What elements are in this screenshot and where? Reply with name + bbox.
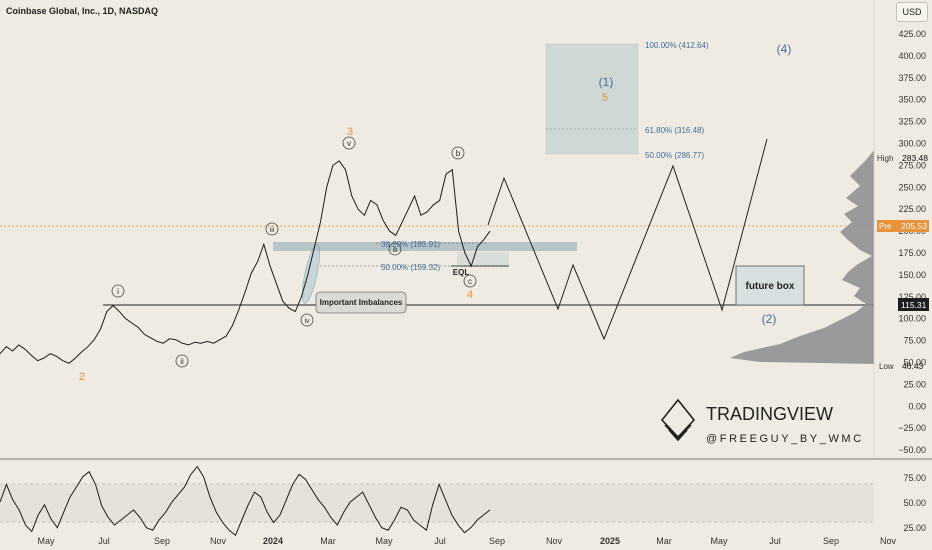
rsi-series-line [0,465,491,537]
wave-4-paren-label: (4) [777,42,792,56]
rsi-tick-label: 75.00 [903,473,926,483]
wave-c-circle [463,274,477,288]
x-tick-label: Mar [320,536,336,546]
low-marker-label: Low [879,362,894,371]
low-marker-value: 46.43 [902,361,924,371]
wave-ii-label: ii [180,357,184,366]
watermark-brand: TRADINGVIEW [706,404,833,424]
wave-a-label: a [393,245,398,254]
fib-target-zone [545,43,639,155]
eql-label: EQL [453,268,470,277]
eql-zone [457,252,509,267]
wave-2-label: 2 [79,371,85,383]
x-tick-label: May [710,536,728,546]
x-tick-label: Nov [546,536,563,546]
y-tick-label: 100.00 [898,314,926,324]
watermark-handle: @FREEGUY_BY_WMC [706,433,864,445]
y-tick-label: 400.00 [898,51,926,61]
high-marker-label: High [877,154,893,163]
y-tick-label: 375.00 [898,73,926,83]
fib-382-label: 38.20% (185.91) [381,240,440,249]
y-tick-label: 275.00 [898,160,926,170]
x-tick-label: Jul [434,536,446,546]
x-tick-label: 2024 [263,536,283,546]
wave-b-circle [451,146,465,160]
rsi-tick-label: 50.00 [903,498,926,508]
chart-title: Coinbase Global, Inc., 1D, NASDAQ [6,6,158,16]
wave-b-label: b [456,149,461,158]
y-tick-label: 300.00 [898,139,926,149]
y-tick-label: 150.00 [898,270,926,280]
x-axis-ticks: May Jul Sep Nov 2024 Mar May Jul Sep Nov 2025 Mar Ma… [37,536,896,546]
volume-profile [730,150,874,364]
y-tick-label: 225.00 [898,204,926,214]
wave-iv-circle [300,313,314,327]
wave-ii-circle [175,354,189,368]
x-tick-label: Sep [489,536,505,546]
wave-c-label: c [468,277,472,286]
wave-4-label: 4 [467,289,473,301]
fib-618-label: 61.80% (316.48) [645,126,704,135]
wave-i-circle [111,284,125,298]
current-price-badge [877,220,929,232]
y-tick-label: 350.00 [898,95,926,105]
wave-iii-circle [265,222,279,236]
wave-v-circle [342,136,356,150]
imbalances-callout-box [315,291,407,314]
imbalance-zone [273,242,577,251]
high-marker-value: 283.48 [902,153,928,163]
wave-2-paren-label: (2) [762,312,777,326]
y-tick-label: 325.00 [898,117,926,127]
y-tick-label: 425.00 [898,29,926,39]
level-price-badge [898,298,929,311]
y-tick-label: −25.00 [898,423,926,433]
wave-iii-label: iii [270,227,275,234]
price-series-line [0,160,491,364]
level-price-badge-value: 115.31 [901,300,927,310]
x-tick-label: Nov [210,536,227,546]
y-tick-label: 75.00 [903,336,926,346]
wave-v-label: v [347,139,351,148]
wave-projection-path [487,138,768,341]
x-tick-label: Jul [769,536,781,546]
wave-5-label: 5 [602,92,608,104]
y-tick-label: 50.00 [903,358,926,368]
rsi-axis-ticks: 75.00 50.00 25.00 [903,473,926,533]
fib-50-lower-label: 50.00% (159.32) [381,263,440,272]
x-tick-label: Nov [880,536,897,546]
fib-100-label: 100.00% (412.64) [645,41,709,50]
x-tick-label: May [375,536,393,546]
x-tick-label: 2025 [600,536,620,546]
current-price-badge-value: 205.53 [901,221,927,231]
x-tick-label: Jul [98,536,110,546]
x-tick-label: Mar [656,536,672,546]
current-price-badge-label: Pre [879,222,892,231]
wave-i-label: i [117,287,119,296]
wave-iv-label: iv [304,318,310,325]
imbalance-ellipse [302,244,320,304]
y-tick-label: 125.00 [898,292,926,302]
y-tick-label: 25.00 [903,379,926,389]
x-tick-label: Sep [154,536,170,546]
wave-a-circle [388,242,402,256]
future-box [735,265,805,306]
imbalances-callout-text: Important Imbalances [320,298,403,307]
y-tick-label: 175.00 [898,248,926,258]
x-tick-label: May [37,536,55,546]
x-tick-label: Sep [823,536,839,546]
y-tick-label: 250.00 [898,182,926,192]
tradingview-logo-icon [660,398,696,442]
fib-50-label: 50.00% (286.77) [645,151,704,160]
y-tick-label: 0.00 [908,401,926,411]
currency-button[interactable]: USD [896,2,928,22]
wave-3-label: 3 [347,126,353,138]
rsi-tick-label: 25.00 [903,523,926,533]
wave-1-paren-label: (1) [599,75,614,89]
future-box-label: future box [746,281,795,292]
y-tick-label: −50.00 [898,445,926,455]
